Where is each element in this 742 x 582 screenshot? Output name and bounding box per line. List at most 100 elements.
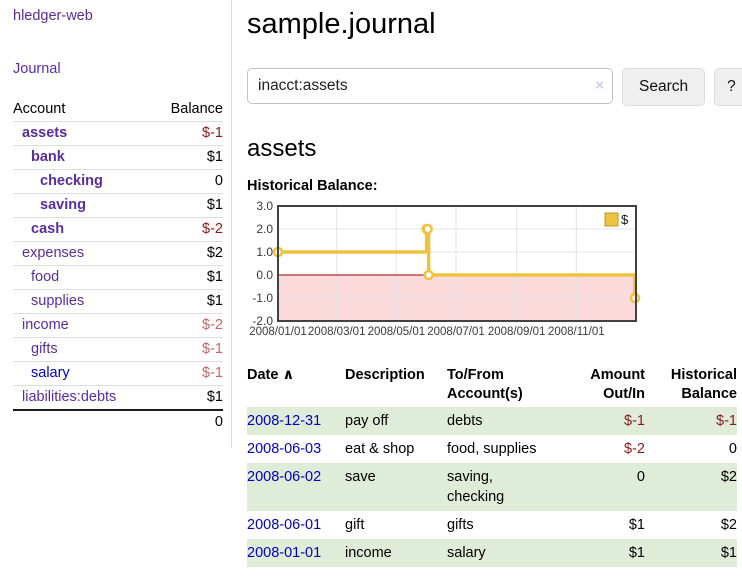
page-title: sample.journal <box>247 8 436 40</box>
data-point <box>423 269 434 281</box>
app-title-link[interactable]: hledger-web <box>13 8 93 24</box>
account-name-cell: bank <box>13 145 153 170</box>
register-description-cell: eat & shop <box>345 441 415 457</box>
account-row: cash $-2 <box>13 217 223 242</box>
register-amount-cell: 0 <box>636 469 645 485</box>
register-date-cell: 2008-01-01 <box>247 539 345 567</box>
account-row: food $1 <box>13 265 223 290</box>
register-accounts-cell: gifts <box>447 517 474 533</box>
register-date-cell: 2008-06-03 <box>247 435 345 463</box>
register-date-cell: 2008-12-31 <box>247 407 345 435</box>
account-row: liabilities:debts $1 <box>13 386 223 411</box>
register-balance-cell: $1 <box>720 545 737 561</box>
register-header-amount: Amount Out/In <box>590 367 645 402</box>
search-button[interactable]: Search <box>622 68 706 106</box>
register-amount-cell: $1 <box>628 517 645 533</box>
account-link-supplies[interactable]: supplies <box>31 293 85 309</box>
y-tick-label: -1.0 <box>252 291 273 305</box>
account-name-cell: food <box>13 265 153 290</box>
account-name-cell: expenses <box>13 241 153 266</box>
y-tick-label: 1.0 <box>256 245 273 259</box>
register-row: 2008-06-03 eat & shop food, supplies $-2 0 <box>247 435 737 463</box>
accounts-total-row: 0 <box>13 409 223 434</box>
register-table: Date ∧ Description To/From Account(s) Am… <box>247 363 737 567</box>
register-row: 2008-06-02 save saving, checking 0 $2 <box>247 463 737 511</box>
register-description-cell: save <box>345 469 376 485</box>
x-tick-label: 2008/11/01 <box>548 326 605 338</box>
register-date-link[interactable]: 2008-12-31 <box>247 413 322 429</box>
journal-nav-link[interactable]: Journal <box>13 61 61 77</box>
account-balance: $1 <box>152 145 223 170</box>
register-date-cell: 2008-06-01 <box>247 511 345 539</box>
account-row: salary $-1 <box>13 361 223 386</box>
main-content: sample.journal × Search ? assets Histori… <box>232 0 742 567</box>
register-row: 2008-12-31 pay off debts $-1 $-1 <box>247 407 737 435</box>
account-balance: $-2 <box>152 217 223 242</box>
account-balance: $1 <box>152 289 223 314</box>
register-date-link[interactable]: 2008-06-03 <box>247 441 322 457</box>
search-input[interactable] <box>247 68 613 104</box>
account-name-cell: assets <box>13 121 153 146</box>
account-heading: assets <box>247 135 317 162</box>
account-link-saving[interactable]: saving <box>40 197 86 213</box>
legend-label: $ <box>621 212 629 227</box>
y-tick-label: 2.0 <box>256 222 273 236</box>
register-date-cell: 2008-06-02 <box>247 463 345 511</box>
y-tick-label: -2.0 <box>252 314 273 328</box>
register-header-accounts: To/From Account(s) <box>447 367 523 402</box>
register-amount-cell: $-1 <box>624 413 645 429</box>
account-name-cell: cash <box>13 217 153 242</box>
register-date-link[interactable]: 2008-01-01 <box>247 545 322 561</box>
accounts-header-row: Account Balance <box>13 98 223 122</box>
sidebar-nav: Journal <box>13 61 223 77</box>
accounts-table: Account Balance assets $-1 bank $1 checking 0… <box>13 98 223 434</box>
register-balance-cell: $-1 <box>716 413 737 429</box>
x-tick-label: 2008/09/01 <box>488 326 546 338</box>
register-accounts-cell: debts <box>447 413 483 429</box>
register-accounts-cell: saving, checking <box>447 469 505 505</box>
clear-search-icon[interactable]: × <box>595 77 604 94</box>
account-link-income[interactable]: income <box>22 317 69 333</box>
y-tick-label: 3.0 <box>256 201 273 213</box>
y-tick-label: 0.0 <box>256 268 273 282</box>
account-name-cell: gifts <box>13 337 153 362</box>
account-balance: $-1 <box>152 361 223 386</box>
account-balance: $-1 <box>152 121 223 146</box>
account-link-checking[interactable]: checking <box>40 173 103 189</box>
account-name-cell: salary <box>13 361 153 386</box>
register-header-row: Date ∧ Description To/From Account(s) Am… <box>247 363 737 407</box>
account-row: checking 0 <box>13 169 223 194</box>
register-header-date[interactable]: Date ∧ <box>247 363 345 407</box>
page: hledger-web Journal Account Balance asse… <box>0 0 742 567</box>
account-name-cell: liabilities:debts <box>13 386 152 411</box>
register-header-description: Description <box>345 367 425 383</box>
account-link-food[interactable]: food <box>31 269 60 285</box>
search-form: × Search ? <box>247 68 742 106</box>
account-link-bank[interactable]: bank <box>31 149 65 165</box>
register-header-date-label: Date <box>247 367 279 383</box>
account-row: assets $-1 <box>13 121 223 146</box>
register-accounts-cell: food, supplies <box>447 441 537 457</box>
account-link-gifts[interactable]: gifts <box>31 341 58 357</box>
register-date-link[interactable]: 2008-06-02 <box>247 469 322 485</box>
app-title: hledger-web <box>13 8 223 24</box>
register-balance-cell: $2 <box>720 469 737 485</box>
register-description-cell: gift <box>345 517 365 533</box>
account-row: income $-2 <box>13 313 223 338</box>
account-name-cell: income <box>13 313 153 338</box>
accounts-header-account: Account <box>13 98 153 122</box>
register-date-link[interactable]: 2008-06-01 <box>247 517 322 533</box>
account-link-expenses[interactable]: expenses <box>22 245 85 261</box>
account-row: bank $1 <box>13 145 223 170</box>
account-balance: 0 <box>152 169 223 194</box>
x-tick-label: 2008/05/01 <box>368 326 426 338</box>
register-header-balance: Historical Balance <box>670 367 737 402</box>
account-link-liabilities-debts[interactable]: liabilities:debts <box>22 389 117 405</box>
sidebar: hledger-web Journal Account Balance asse… <box>0 0 232 448</box>
x-tick-label: 2008/01/01 <box>249 326 307 338</box>
account-link-assets[interactable]: assets <box>22 125 68 141</box>
account-link-salary[interactable]: salary <box>31 365 70 381</box>
account-link-cash[interactable]: cash <box>31 221 65 237</box>
search-help-button[interactable]: ? <box>714 68 742 106</box>
